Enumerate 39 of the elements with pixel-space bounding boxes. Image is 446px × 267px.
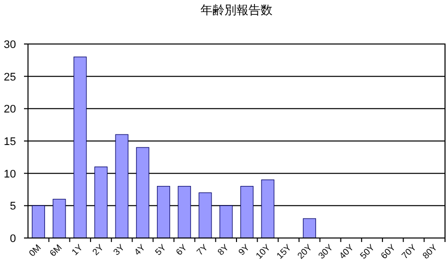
bar	[136, 147, 150, 238]
y-tick-label: 25	[4, 71, 16, 84]
y-tick-label: 5	[10, 200, 16, 213]
bar	[198, 192, 212, 238]
x-tick-label: 5Y	[153, 242, 168, 258]
x-tick-label: 80Y	[420, 242, 439, 261]
x-tick-label: 70Y	[400, 242, 418, 261]
bar	[94, 166, 108, 238]
x-tick-label: 2Y	[90, 242, 106, 258]
bar	[74, 56, 87, 238]
x-tick-label: 15Y	[274, 242, 294, 261]
y-tick-label: 30	[4, 39, 16, 51]
bar	[261, 180, 274, 238]
x-tick-label: 1Y	[70, 242, 85, 258]
y-tick-label: 15	[4, 136, 16, 148]
x-tick-label: 0M	[26, 242, 43, 258]
bar	[240, 186, 254, 238]
chart-title: 年齢別報告数	[200, 3, 272, 17]
bar	[156, 186, 170, 238]
y-tick-label: 20	[4, 104, 16, 116]
bar	[52, 198, 66, 238]
x-tick-label: 7Y	[194, 242, 210, 258]
x-tick-label: 3Y	[111, 242, 126, 258]
x-tick-label: 6Y	[174, 242, 189, 258]
x-tick-label: 9Y	[236, 242, 252, 258]
bar	[302, 218, 316, 238]
x-tick-label: 4Y	[132, 242, 148, 258]
bar	[32, 205, 45, 238]
y-tick-label: 10	[4, 168, 16, 180]
bar	[178, 186, 191, 238]
x-tick-label: 40Y	[337, 242, 356, 261]
x-tick-label: 6M	[48, 242, 64, 258]
bar	[115, 134, 128, 238]
x-tick-label: 60Y	[378, 242, 398, 261]
x-tick-label: 30Y	[316, 242, 335, 261]
x-tick-label: 50Y	[358, 242, 376, 261]
bar	[220, 205, 233, 238]
y-tick-label: 0	[10, 233, 16, 245]
x-tick-label: 8Y	[216, 242, 230, 258]
